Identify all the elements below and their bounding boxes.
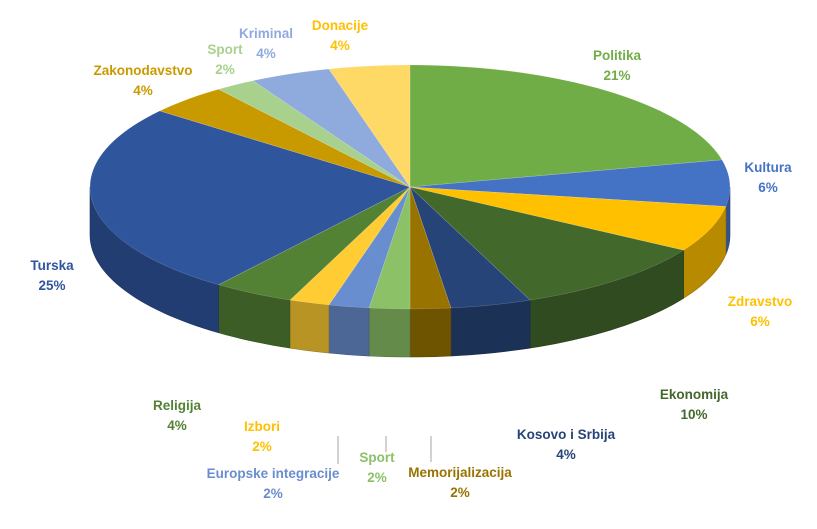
label-turska-10: Turska 25% bbox=[30, 258, 74, 293]
slice-donacije-14 bbox=[328, 64, 411, 188]
label-sport-12: Sport 2% bbox=[207, 42, 243, 77]
label-category: Zdravstvo bbox=[728, 294, 793, 309]
leader-lines bbox=[337, 436, 432, 464]
slice-izbori-8 bbox=[289, 186, 411, 306]
label-category: Kriminal bbox=[239, 26, 293, 41]
slice-memorijalizacija-5 bbox=[409, 186, 452, 310]
label-zakonodavstvo-11: Zakonodavstvo 4% bbox=[93, 63, 192, 98]
label-category: Religija bbox=[153, 398, 202, 413]
label-percent: 2% bbox=[215, 62, 235, 77]
label-percent: 2% bbox=[263, 486, 283, 501]
label-donacije-14: Donacije 4% bbox=[312, 18, 369, 53]
label-category: Zakonodavstvo bbox=[93, 63, 192, 78]
slice-sport-6 bbox=[368, 186, 411, 310]
slice-side-europske-integracije-7 bbox=[328, 304, 370, 357]
label-politika-0: Politika 21% bbox=[593, 48, 642, 83]
label-category: Politika bbox=[593, 48, 642, 63]
slice-kultura-1 bbox=[409, 159, 731, 207]
label-religija-9: Religija 4% bbox=[153, 398, 202, 433]
label-percent: 2% bbox=[450, 485, 470, 500]
label-category: Donacije bbox=[312, 18, 369, 33]
label-category: Sport bbox=[359, 450, 395, 465]
label-percent: 4% bbox=[256, 46, 276, 61]
slice-side-kosovo-i-srbija-4 bbox=[450, 299, 531, 357]
slice-ekonomija-3 bbox=[409, 186, 685, 301]
slice-kosovo-i-srbija-4 bbox=[409, 186, 531, 309]
label-category: Ekonomija bbox=[660, 387, 729, 402]
label-category: Kultura bbox=[744, 160, 792, 175]
label-category: Turska bbox=[30, 258, 74, 273]
label-percent: 2% bbox=[367, 470, 387, 485]
slice-sport-12 bbox=[218, 80, 411, 188]
label-percent: 21% bbox=[603, 68, 630, 83]
label-percent: 6% bbox=[758, 180, 778, 195]
slice-kriminal-13 bbox=[252, 68, 411, 188]
slice-zdravstvo-2 bbox=[409, 186, 727, 251]
label-percent: 25% bbox=[38, 278, 65, 293]
slice-labels: Politika 21% Kultura 6% Zdravstvo 6% Ekonomija… bbox=[30, 18, 792, 501]
slice-side-izbori-8 bbox=[289, 299, 330, 354]
label-memorijalizacija-5: Memorijalizacija 2% bbox=[408, 465, 512, 500]
slice-zakonodavstvo-11 bbox=[159, 89, 411, 188]
label-percent: 4% bbox=[133, 83, 153, 98]
slice-side-memorijalizacija-5 bbox=[409, 307, 452, 358]
label-category: Kosovo i Srbija bbox=[517, 427, 616, 442]
slice-europske-integracije-7 bbox=[328, 186, 411, 309]
slice-politika-0 bbox=[409, 64, 723, 188]
label-ekonomija-3: Ekonomija 10% bbox=[660, 387, 729, 422]
label-percent: 2% bbox=[252, 439, 272, 454]
label-category: Izbori bbox=[244, 419, 280, 434]
label-percent: 4% bbox=[167, 418, 187, 433]
label-percent: 10% bbox=[680, 407, 707, 422]
label-percent: 4% bbox=[330, 38, 350, 53]
label-percent: 6% bbox=[750, 314, 770, 329]
label-zdravstvo-2: Zdravstvo 6% bbox=[728, 294, 793, 329]
label-category: Sport bbox=[207, 42, 243, 57]
label-kriminal-13: Kriminal 4% bbox=[239, 26, 293, 61]
label-percent: 4% bbox=[556, 447, 576, 462]
slice-turska-10 bbox=[89, 110, 411, 285]
label-category: Europske integracije bbox=[207, 466, 340, 481]
label-kultura-1: Kultura 6% bbox=[744, 160, 792, 195]
pie-sides bbox=[89, 186, 731, 358]
slice-side-sport-6 bbox=[368, 307, 411, 358]
label-europske-integracije-7: Europske integracije 2% bbox=[207, 466, 340, 501]
label-category: Memorijalizacija bbox=[408, 465, 512, 480]
label-izbori-8: Izbori 2% bbox=[244, 419, 280, 454]
pie-slices bbox=[89, 64, 731, 310]
label-sport-6: Sport 2% bbox=[359, 450, 395, 485]
label-kosovo-i-srbija-4: Kosovo i Srbija 4% bbox=[517, 427, 616, 462]
slice-religija-9 bbox=[218, 186, 411, 301]
